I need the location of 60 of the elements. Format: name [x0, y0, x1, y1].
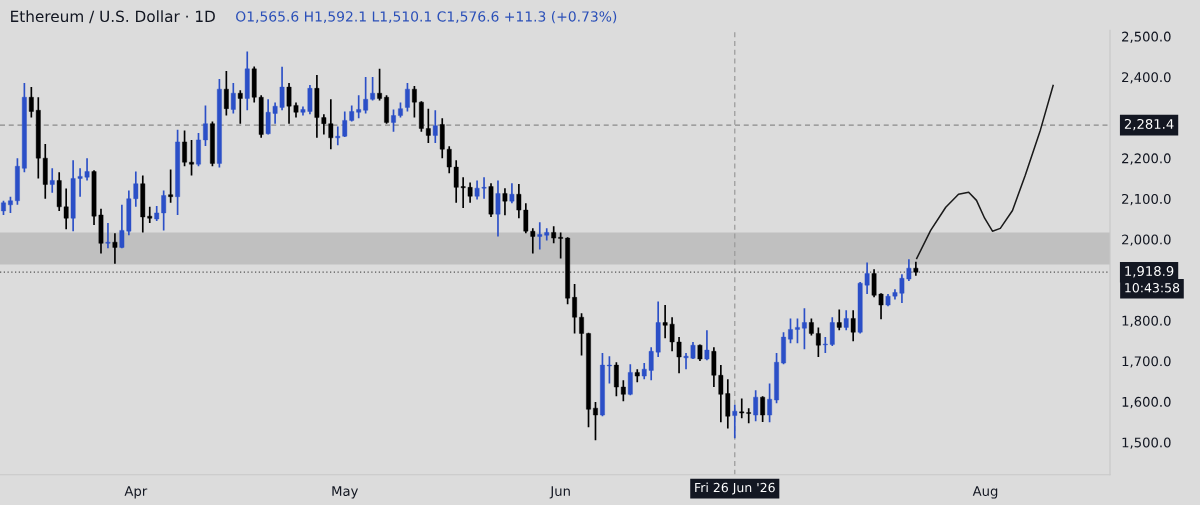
- text: 10:43:58: [1125, 283, 1180, 293]
- candlestick: [572, 283, 577, 335]
- candlestick: [802, 307, 807, 351]
- x-tick-label: May: [332, 486, 358, 499]
- candlestick: [412, 85, 417, 119]
- candlestick: [223, 70, 229, 117]
- candlestick: [815, 326, 821, 358]
- candlestick: [607, 355, 612, 385]
- candlestick: [432, 109, 438, 144]
- candlestick: [168, 168, 173, 204]
- candlestick: [767, 382, 772, 424]
- candlestick: [579, 312, 584, 357]
- chart-title: Ethereum / U.S. Dollar · 1D: [11, 10, 215, 24]
- candlestick: [753, 389, 759, 422]
- candlestick: [189, 139, 194, 177]
- candlestick: [614, 361, 619, 398]
- y-tick-label: 2,200.0: [1122, 153, 1171, 165]
- candlestick: [182, 129, 187, 168]
- line-series: [915, 84, 1054, 260]
- y-tick-label: 2,100.0: [1122, 193, 1171, 206]
- candlestick: [495, 179, 501, 238]
- candlestick: [370, 76, 375, 102]
- x-tick-label: Aug: [972, 486, 998, 499]
- ref-line-label: 1,918.9: [1125, 266, 1174, 278]
- candlestick: [391, 108, 396, 133]
- candlestick: [620, 379, 626, 403]
- candlestick: [363, 76, 369, 115]
- candlestick: [795, 317, 800, 345]
- candlestick: [502, 187, 508, 217]
- candlestick: [230, 82, 236, 115]
- candlestick: [704, 329, 710, 362]
- candlestick: [843, 309, 849, 332]
- candlestick: [593, 401, 598, 442]
- y-tick-label: 1,500.0: [1122, 437, 1171, 449]
- candlestick: [425, 107, 431, 144]
- ref-line-label: Fri 26 Jun '26: [695, 482, 775, 495]
- candlestick: [49, 167, 55, 194]
- candlestick: [760, 395, 765, 423]
- ref-line-label: 2,281.4: [1124, 118, 1174, 131]
- candlestick: [509, 182, 515, 205]
- y-tick-label: 1,800.0: [1122, 315, 1171, 328]
- candlestick: [105, 222, 111, 250]
- chart-subtitle: O1,565.6 H1,592.1 L1,510.1 C1,576.6 +11.3 (+0.73%): [236, 10, 617, 24]
- y-tick-label: 1,700.0: [1122, 356, 1171, 368]
- x-tick-label: Apr: [124, 486, 148, 499]
- candlestick: [112, 232, 118, 265]
- candlestick: [377, 68, 382, 102]
- candlestick: [788, 317, 793, 345]
- candlestick: [237, 89, 243, 125]
- candlestick: [850, 309, 856, 343]
- y-tick-label: 2,400.0: [1122, 72, 1171, 84]
- y-tick-label: 1,600.0: [1122, 396, 1171, 409]
- candlestick: [405, 82, 410, 113]
- candlestick: [203, 104, 208, 147]
- y-tick-label: 2,000.0: [1122, 234, 1171, 246]
- y-tick-label: 2,500.0: [1122, 31, 1171, 43]
- candlestick: [836, 308, 842, 332]
- candlestick: [627, 363, 633, 396]
- x-tick-label: Jun: [549, 486, 570, 499]
- candlestick: [732, 404, 738, 439]
